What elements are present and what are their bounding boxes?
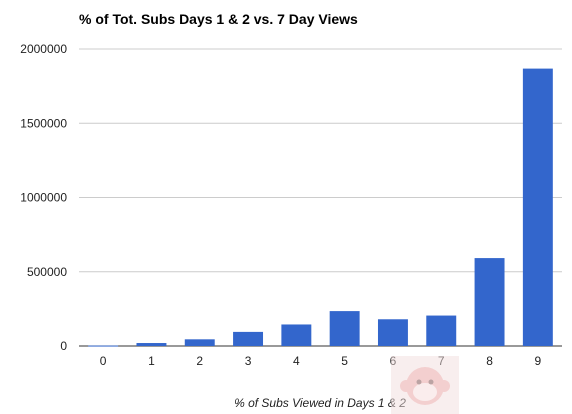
y-tick-label: 1000000 xyxy=(20,191,67,205)
monkey-left-ear xyxy=(400,380,412,392)
x-tick-label: 1 xyxy=(148,354,155,368)
bars xyxy=(88,68,553,347)
bar-9 xyxy=(522,68,553,347)
bar-8 xyxy=(474,258,505,346)
y-tick-label: 500000 xyxy=(27,265,67,279)
bar-1 xyxy=(136,343,167,346)
x-axis-tick-labels: 0123456789 xyxy=(100,354,542,368)
x-tick-label: 4 xyxy=(293,354,300,368)
chart-title: % of Tot. Subs Days 1 & 2 vs. 7 Day View… xyxy=(79,11,358,27)
bar-3 xyxy=(233,331,264,346)
monkey-face-watermark xyxy=(391,356,459,414)
x-tick-label: 3 xyxy=(245,354,252,368)
x-tick-label: 2 xyxy=(196,354,203,368)
monkey-right-ear xyxy=(438,380,450,392)
y-tick-label: 0 xyxy=(60,339,67,353)
monkey-left-eye xyxy=(416,379,422,385)
y-tick-label: 1500000 xyxy=(20,116,67,130)
bar-5 xyxy=(329,311,360,346)
x-tick-label: 9 xyxy=(535,354,542,368)
x-tick-label: 8 xyxy=(486,354,493,368)
bar-6 xyxy=(377,319,408,346)
y-tick-label: 2000000 xyxy=(20,42,67,56)
bar-2 xyxy=(184,339,215,346)
y-axis-tick-labels: 0 500000 1000000 1500000 2000000 xyxy=(20,42,67,353)
x-axis-title: % of Subs Viewed in Days 1 & 2 xyxy=(234,396,406,410)
x-tick-label: 5 xyxy=(341,354,348,368)
bar-4 xyxy=(281,324,312,346)
bar-0 xyxy=(88,345,119,347)
monkey-right-eye xyxy=(428,379,434,385)
bar-7 xyxy=(426,315,457,346)
x-tick-label: 0 xyxy=(100,354,107,368)
monkey-muzzle xyxy=(413,383,437,401)
